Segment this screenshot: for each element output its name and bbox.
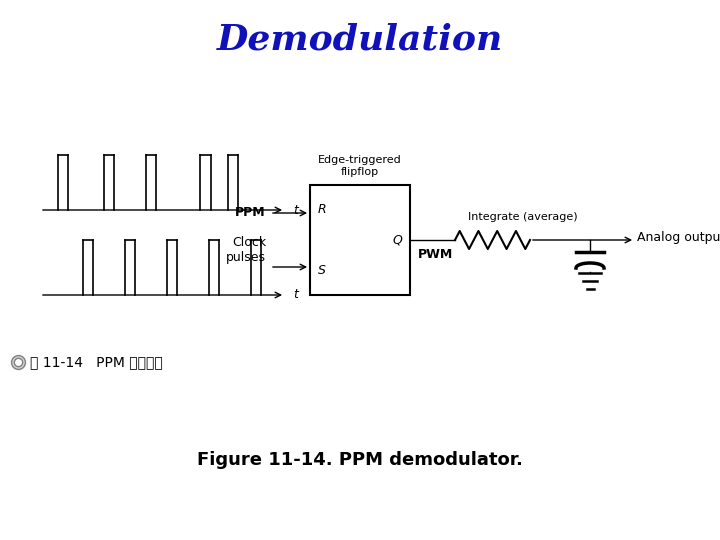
Text: t: t bbox=[293, 288, 298, 301]
Text: Analog output: Analog output bbox=[637, 231, 720, 244]
Text: Demodulation: Demodulation bbox=[217, 23, 503, 57]
Bar bbox=[310, 185, 410, 295]
Text: t: t bbox=[293, 204, 298, 217]
Text: Clock
pulses: Clock pulses bbox=[226, 236, 266, 264]
Text: 圖 11-14   PPM 解調器。: 圖 11-14 PPM 解調器。 bbox=[30, 355, 163, 369]
Text: PWM: PWM bbox=[418, 248, 454, 261]
Text: Integrate (average): Integrate (average) bbox=[468, 212, 577, 222]
Text: Figure 11-14. PPM demodulator.: Figure 11-14. PPM demodulator. bbox=[197, 451, 523, 469]
Text: Q: Q bbox=[392, 233, 402, 246]
Text: Edge-triggered
flipflop: Edge-triggered flipflop bbox=[318, 156, 402, 177]
Text: S: S bbox=[318, 264, 326, 277]
Text: PPM: PPM bbox=[235, 206, 266, 219]
Text: R: R bbox=[318, 203, 327, 216]
